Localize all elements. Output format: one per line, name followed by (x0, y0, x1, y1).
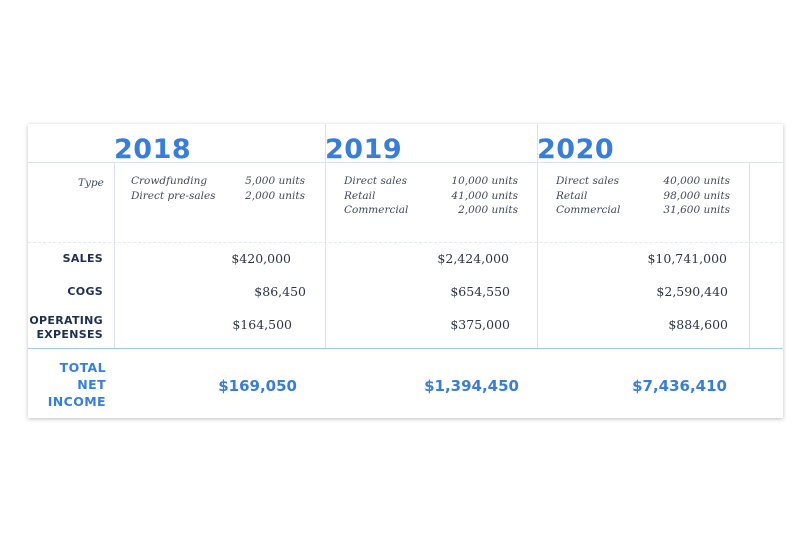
type-units: 10,000 units (451, 175, 518, 187)
type-row: Retail 98,000 units (556, 189, 730, 204)
type-name: Direct sales (556, 175, 620, 187)
sales-2020-value: $10,741,000 (647, 251, 727, 266)
opex-2018-value: $164,500 (232, 317, 292, 332)
type-units: 41,000 units (451, 189, 518, 202)
type-name: Direct pre-sales (131, 189, 216, 202)
header-divider (28, 162, 783, 163)
type-list-2020: Direct sales 40,000 units Retail 98,000 un… (556, 174, 730, 218)
type-units: 5,000 units (245, 175, 305, 187)
type-units: 98,000 units (663, 189, 730, 202)
year-2019-heading: 2019 (325, 134, 403, 165)
opex-2019-value: $375,000 (450, 317, 510, 332)
cogs-2018-value: $86,450 (254, 284, 306, 299)
total-2020-value: $7,436,410 (632, 377, 727, 395)
type-name: Direct sales (344, 175, 408, 187)
type-row: Crowdfunding 5,000 units (131, 174, 305, 189)
total-2019-value: $1,394,450 (424, 377, 519, 395)
type-name: Commercial (344, 204, 409, 216)
column-divider (537, 124, 538, 348)
type-list-2018: Crowdfunding 5,000 units Direct pre-sales… (131, 174, 305, 203)
type-name: Retail (556, 189, 588, 202)
label-line: TOTAL (59, 360, 106, 375)
cogs-label: COGS (67, 285, 103, 298)
total-2018-value: $169,050 (218, 377, 297, 395)
label-line: NET (77, 377, 106, 392)
cogs-2019-value: $654,550 (450, 284, 510, 299)
type-units: 31,600 units (663, 204, 730, 216)
sales-2019-value: $2,424,000 (437, 251, 509, 266)
type-row: Direct pre-sales 2,000 units (131, 189, 305, 204)
type-row: Retail 41,000 units (344, 189, 518, 204)
income-projection-table: 2018 2019 2020 Type Crowdfunding 5,000 un… (28, 124, 783, 418)
label-line: EXPENSES (36, 328, 103, 341)
type-name: Retail (344, 189, 376, 202)
label-line: OPERATING (29, 314, 103, 327)
year-2020-heading: 2020 (537, 134, 615, 165)
sales-label: SALES (62, 252, 103, 265)
column-divider (325, 124, 326, 348)
type-units: 2,000 units (458, 204, 518, 216)
operating-expenses-label: OPERATING EXPENSES (29, 314, 103, 342)
type-row: Direct sales 10,000 units (344, 174, 518, 189)
type-row: Direct sales 40,000 units (556, 174, 730, 189)
type-name: Crowdfunding (131, 175, 208, 187)
column-divider (114, 162, 115, 348)
total-net-income-label: TOTAL NET INCOME (48, 359, 106, 410)
type-name: Commercial (556, 204, 621, 216)
cogs-2020-value: $2,590,440 (656, 284, 728, 299)
column-divider (749, 162, 750, 348)
type-units: 40,000 units (663, 175, 730, 187)
type-row: Commercial 2,000 units (344, 203, 518, 218)
type-units: 2,000 units (245, 189, 305, 202)
type-list-2019: Direct sales 10,000 units Retail 41,000 un… (344, 174, 518, 218)
total-divider (28, 348, 783, 349)
opex-2020-value: $884,600 (668, 317, 728, 332)
type-row: Commercial 31,600 units (556, 203, 730, 218)
type-label: Type (78, 177, 104, 189)
type-divider (28, 242, 783, 243)
label-line: INCOME (47, 394, 106, 409)
sales-2018-value: $420,000 (231, 251, 291, 266)
year-2018-heading: 2018 (114, 134, 192, 165)
